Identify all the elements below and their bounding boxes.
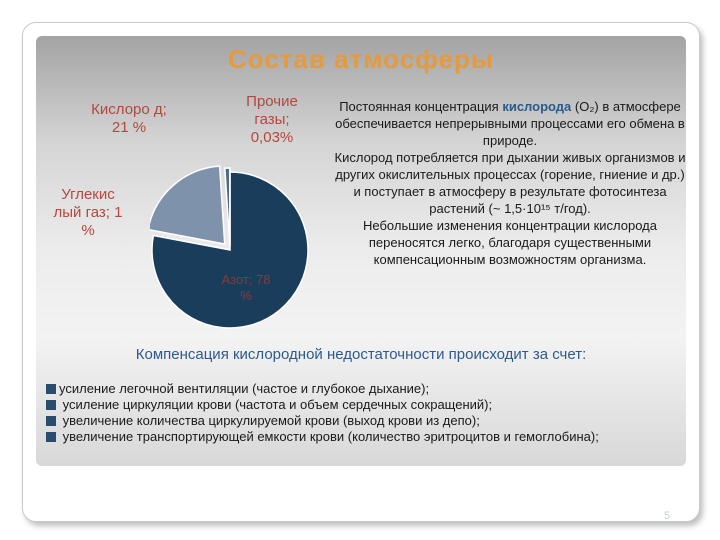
square-bullet-icon bbox=[46, 400, 56, 410]
list-item: увеличение транспортирующей емкости кров… bbox=[46, 429, 666, 445]
pie-label-co2: Углекис лый газ; 1 % bbox=[53, 186, 123, 239]
highlight-oxygen: кислорода bbox=[502, 99, 572, 114]
square-bullet-icon bbox=[46, 432, 56, 442]
compensation-list: усиление легочной вентиляции (частое и г… bbox=[46, 381, 666, 445]
square-bullet-icon bbox=[46, 416, 56, 426]
list-item: усиление легочной вентиляции (частое и г… bbox=[46, 381, 666, 397]
description-text: Постоянная концентрация кислорода (O₂) в… bbox=[330, 98, 690, 268]
content-panel bbox=[36, 36, 686, 466]
pie-label-other-gases: Прочие газы; 0,03% bbox=[246, 93, 298, 146]
description-paragraph-2: Кислород потребляется при дыхании живых … bbox=[334, 150, 686, 216]
slide-title: Состав атмосферы bbox=[227, 44, 495, 74]
compensation-heading: Компенсация кислородной недостаточности … bbox=[135, 346, 587, 363]
description-paragraph-3: Небольшие изменения концентрации кислоро… bbox=[363, 218, 657, 267]
pie-label-oxygen: Кислоро д; 21 % bbox=[91, 101, 167, 136]
list-item: усиление циркуляции крови (частота и объ… bbox=[46, 397, 666, 413]
pie-label-nitrogen: Азот; 78 % bbox=[221, 272, 271, 303]
square-bullet-icon bbox=[46, 384, 56, 394]
description-paragraph-1: Постоянная концентрация кислорода (O₂) в… bbox=[335, 99, 685, 148]
list-item: увеличение количества циркулируемой кров… bbox=[46, 413, 666, 429]
pie-slice-co2 bbox=[224, 167, 231, 247]
page-number: 5 bbox=[664, 510, 671, 522]
pie-chart bbox=[150, 165, 309, 329]
pie-slice-nitrogen bbox=[151, 171, 309, 329]
pie-slice-oxygen bbox=[150, 165, 226, 245]
